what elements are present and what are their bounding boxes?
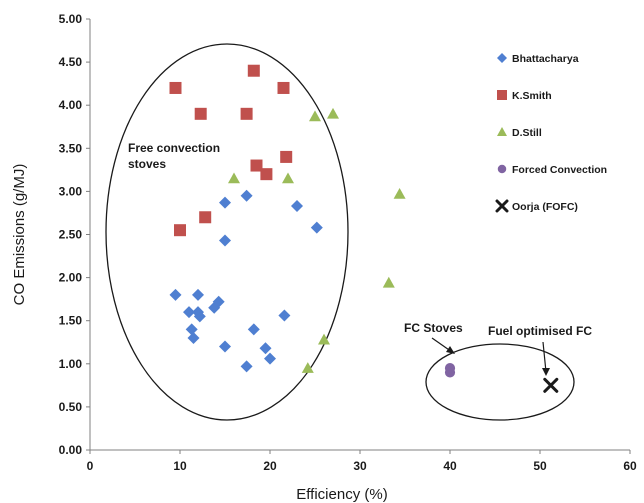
y-tick-label: 2.00 [59, 271, 83, 285]
legend-marker-oorja-fofc [495, 199, 509, 213]
point-d-still [327, 107, 339, 119]
point-d-still [301, 362, 314, 373]
x-tick-label: 60 [623, 459, 637, 473]
point-k-smith [174, 224, 186, 237]
point-forced-convection [444, 363, 456, 374]
point-k-smith [277, 81, 290, 94]
fc-stoves-ellipse [425, 343, 575, 421]
group-ellipses [105, 43, 575, 421]
point-bhattacharya [240, 189, 253, 202]
series-d-still [228, 107, 406, 373]
x-tick-label: 40 [443, 459, 457, 473]
legend-marker-d-still [497, 127, 507, 136]
point-bhattacharya [183, 306, 195, 319]
point-bhattacharya [264, 352, 276, 365]
x-tick-label: 0 [87, 459, 94, 473]
fuel-optimised-arrow [542, 341, 547, 373]
free-convection-ellipse [105, 43, 349, 421]
point-bhattacharya [219, 196, 231, 209]
x-tick-label: 30 [353, 459, 367, 473]
legend-label-forced-convection: Forced Convection [512, 164, 607, 176]
y-tick-label: 0.00 [59, 443, 83, 457]
point-bhattacharya [310, 221, 323, 234]
y-tick-label: 0.50 [59, 400, 83, 414]
point-bhattacharya [219, 234, 231, 247]
point-bhattacharya [291, 200, 303, 213]
annotation-fc-stoves: FC Stoves [404, 321, 463, 335]
point-d-still [382, 276, 395, 288]
point-d-still [228, 172, 240, 184]
point-d-still [318, 333, 330, 345]
point-bhattacharya [278, 309, 291, 322]
point-k-smith [280, 150, 293, 163]
annotation-free-convection-line1: Free convection [128, 141, 220, 155]
legend-marker-forced-convection [497, 164, 507, 174]
series-k-smith [169, 64, 293, 237]
legend-label-d-still: D.Still [512, 127, 542, 139]
annotation-free-convection-line2: stoves [128, 157, 166, 171]
point-bhattacharya [187, 331, 200, 344]
y-axis-title: CO Emissions (g/MJ) [11, 164, 28, 306]
point-k-smith [250, 159, 263, 172]
point-bhattacharya [247, 323, 260, 336]
y-tick-label: 3.50 [59, 141, 83, 155]
y-tick-label: 2.50 [59, 228, 83, 242]
series-forced-convection [444, 363, 456, 378]
point-bhattacharya [212, 295, 225, 308]
point-bhattacharya [193, 310, 206, 323]
point-bhattacharya [192, 288, 204, 301]
point-k-smith [247, 64, 260, 77]
data-marks [169, 64, 559, 393]
point-oorja-fofc [543, 377, 559, 393]
x-axis-title: Efficiency (%) [296, 486, 387, 503]
series-bhattacharya [169, 189, 323, 373]
y-tick-label: 5.00 [59, 12, 83, 26]
x-tick-label: 50 [533, 459, 547, 473]
y-tick-label: 1.50 [59, 314, 83, 328]
point-k-smith [194, 107, 207, 120]
legend-label-oorja-fofc: Oorja (FOFC) [512, 201, 578, 213]
point-bhattacharya [169, 288, 182, 301]
series-oorja-fofc [543, 377, 559, 393]
point-k-smith [169, 81, 182, 94]
point-bhattacharya [219, 340, 231, 353]
annotations: Free convection stoves FC Stoves Fuel op… [128, 141, 592, 338]
point-d-still [393, 187, 406, 199]
point-k-smith [260, 168, 273, 181]
point-k-smith [199, 211, 212, 224]
annotation-fuel-optimised: Fuel optimised FC [488, 324, 592, 338]
y-tick-label: 3.00 [59, 184, 83, 198]
point-bhattacharya [185, 323, 198, 336]
point-k-smith [240, 107, 253, 120]
point-d-still [282, 172, 294, 184]
x-tick-label: 20 [263, 459, 277, 473]
legend-marker-k-smith [497, 90, 507, 100]
legend-marker-bhattacharya [497, 53, 507, 63]
x-tick-label: 10 [173, 459, 187, 473]
point-bhattacharya [259, 342, 272, 355]
point-d-still [309, 110, 321, 122]
legend-label-bhattacharya: Bhattacharya [512, 53, 579, 65]
point-bhattacharya [240, 360, 253, 373]
fuel-optimised-arrowhead [542, 368, 550, 376]
y-tick-label: 4.00 [59, 98, 83, 112]
axes: 0.00 0.50 1.00 1.50 2.00 2.50 3.00 3.50 4.00 4.50… [11, 12, 637, 503]
y-tick-label: 4.50 [59, 55, 83, 69]
legend: Bhattacharya K.Smith D.Still Forced Convect… [495, 53, 607, 213]
y-tick-label: 1.00 [59, 357, 83, 371]
fc-stoves-arrowhead [446, 346, 455, 354]
legend-label-k-smith: K.Smith [512, 90, 552, 102]
